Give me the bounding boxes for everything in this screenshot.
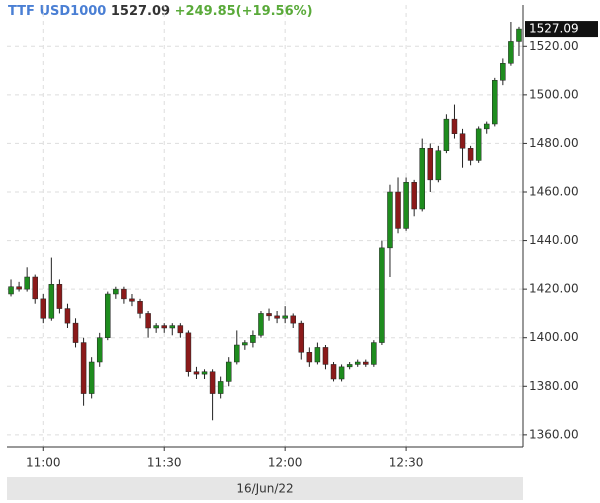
candle-body xyxy=(338,366,345,380)
candle-body xyxy=(24,276,30,290)
y-tick-label: 1420.00 xyxy=(529,282,579,296)
y-tick-label: 1500.00 xyxy=(529,87,579,101)
candle-body xyxy=(56,284,63,309)
symbol: TTF USD1000 xyxy=(8,4,106,19)
candle-body xyxy=(217,381,224,394)
y-tick-label: 1460.00 xyxy=(529,185,579,199)
candle-body xyxy=(387,191,393,249)
candle-body xyxy=(266,313,272,317)
candle-body xyxy=(121,288,127,300)
candle-body xyxy=(483,123,490,130)
candle-body xyxy=(161,325,167,329)
candle-body xyxy=(209,371,216,394)
y-tick-label: 1520.00 xyxy=(529,39,579,53)
candle-body xyxy=(306,352,313,363)
candle-body xyxy=(314,347,321,363)
candle-body xyxy=(516,28,522,42)
candle-body xyxy=(379,247,385,343)
candle-body xyxy=(346,364,353,368)
y-tick-label: 1440.00 xyxy=(529,233,579,247)
change: +249.85(+19.56%) xyxy=(175,4,313,19)
candle-body xyxy=(129,298,135,302)
candle-body xyxy=(363,361,369,365)
candle-body xyxy=(282,315,288,319)
x-tick-label: 11:30 xyxy=(147,456,182,470)
candle-body xyxy=(145,313,151,329)
candle-body xyxy=(169,325,176,329)
candle-body xyxy=(500,63,506,81)
candle-body xyxy=(322,347,329,365)
candle-body xyxy=(64,308,71,324)
candle-body xyxy=(395,191,401,229)
candle-body xyxy=(371,342,377,365)
candle-body xyxy=(193,371,200,375)
candle-body xyxy=(274,315,280,319)
header: TTF USD1000 1527.09 +249.85(+19.56%) xyxy=(8,4,313,19)
candle-body xyxy=(427,148,434,181)
candle-body xyxy=(177,325,184,334)
candle-body xyxy=(258,313,264,336)
candle-body xyxy=(242,342,248,346)
candle-body xyxy=(153,325,159,329)
date-label: 16/Jun/22 xyxy=(236,482,293,496)
candle-body xyxy=(96,337,103,363)
candle-body xyxy=(508,41,514,64)
candle-body xyxy=(330,364,337,380)
candle-body xyxy=(16,286,22,290)
candle-body xyxy=(72,322,79,343)
candle-body xyxy=(298,322,305,353)
candle-body xyxy=(403,182,409,229)
candle-body xyxy=(137,301,143,314)
x-tick-label: 11:00 xyxy=(26,456,61,470)
candle-body xyxy=(492,80,498,125)
candle-body xyxy=(354,361,361,365)
y-tick-label: 1480.00 xyxy=(529,136,579,150)
candle-body xyxy=(40,298,47,319)
candle-body xyxy=(48,284,55,319)
candle-body xyxy=(88,361,95,394)
candle-body xyxy=(113,288,119,295)
candle-body xyxy=(467,148,474,161)
candle-body xyxy=(105,293,111,338)
candle-body xyxy=(451,118,458,134)
x-tick-label: 12:30 xyxy=(389,456,424,470)
candle-body xyxy=(459,133,466,149)
candle-body xyxy=(185,332,192,372)
candle-body xyxy=(419,148,425,210)
candle-body xyxy=(435,150,442,181)
candle-body xyxy=(290,315,296,324)
candle-body xyxy=(250,335,256,343)
y-tick-label: 1400.00 xyxy=(529,330,579,344)
y-tick-label: 1360.00 xyxy=(529,427,579,441)
candle-body xyxy=(201,371,208,375)
candle-body xyxy=(411,182,417,210)
x-tick-label: 12:00 xyxy=(268,456,303,470)
candle-body xyxy=(443,118,450,151)
candle-body xyxy=(234,344,240,363)
date-bar xyxy=(7,477,523,500)
y-tick-label: 1380.00 xyxy=(529,379,579,393)
candle-body xyxy=(8,286,14,295)
candle-body xyxy=(225,361,232,382)
price-label: 1527.09 xyxy=(529,22,579,36)
candle-body xyxy=(80,342,87,394)
price-label-box xyxy=(525,21,598,38)
candle-body xyxy=(475,128,482,161)
last-price: 1527.09 xyxy=(111,4,170,19)
candle-body xyxy=(32,276,38,300)
